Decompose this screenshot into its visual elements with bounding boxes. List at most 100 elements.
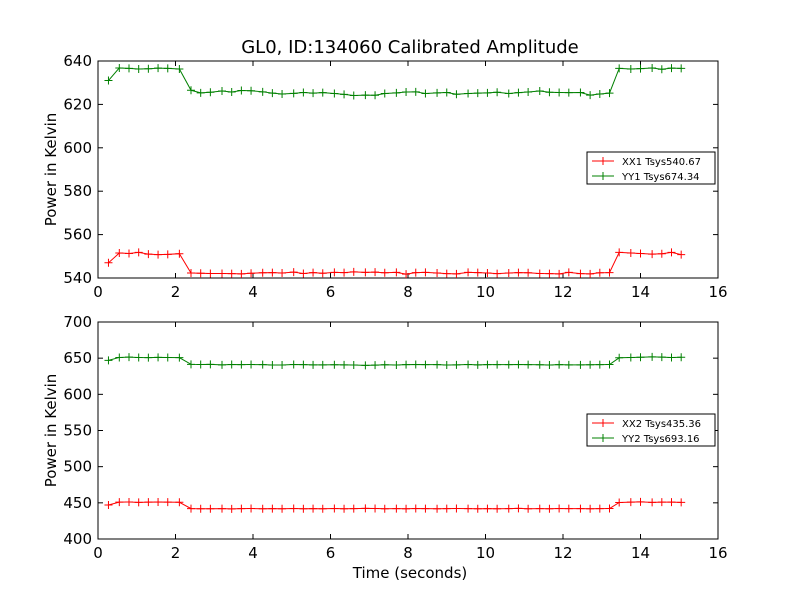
data-point — [605, 360, 614, 369]
data-point — [330, 360, 339, 369]
data-point — [187, 504, 195, 513]
data-point — [104, 501, 113, 510]
data-point — [493, 504, 502, 513]
data-point — [125, 353, 133, 362]
data-point — [595, 504, 604, 513]
y-tick-label: 600 — [63, 385, 92, 403]
data-point — [392, 360, 401, 369]
x-tick-label: 12 — [553, 544, 572, 562]
data-point — [309, 504, 318, 513]
data-point — [648, 352, 657, 361]
data-point — [504, 89, 513, 98]
data-point — [361, 91, 370, 100]
data-point — [667, 353, 676, 362]
data-point — [411, 87, 420, 96]
data-point — [340, 504, 349, 513]
y-tick-label: 500 — [63, 458, 92, 476]
data-point — [134, 248, 143, 257]
data-point — [371, 361, 380, 370]
y-tick-label: 620 — [63, 95, 92, 113]
data-point — [115, 63, 124, 72]
legend-box — [586, 151, 716, 185]
data-point — [392, 504, 401, 513]
data-point — [154, 498, 163, 507]
x-tick-label: 12 — [553, 283, 572, 301]
y-axis-label: Power in Kelvin — [42, 113, 60, 227]
x-tick-label: 10 — [476, 283, 495, 301]
data-point — [278, 504, 287, 513]
data-point — [626, 353, 635, 362]
data-point — [371, 504, 380, 513]
data-point — [493, 360, 502, 369]
data-point — [535, 360, 544, 369]
data-point — [442, 361, 451, 370]
data-point — [163, 353, 172, 362]
y-tick-label: 560 — [63, 226, 92, 244]
data-point — [125, 64, 133, 73]
x-tick-label: 14 — [631, 544, 650, 562]
data-point — [278, 269, 287, 278]
data-point — [483, 504, 492, 513]
data-point — [555, 504, 564, 513]
data-point — [442, 269, 451, 278]
data-point — [206, 504, 215, 513]
data-point — [340, 360, 349, 369]
data-point — [187, 86, 195, 95]
data-point — [605, 504, 614, 513]
x-tick-label: 8 — [403, 544, 413, 562]
data-point — [411, 504, 420, 513]
data-point — [361, 504, 370, 513]
data-point — [371, 268, 380, 277]
data-point — [636, 64, 645, 73]
y-tick-label: 700 — [63, 313, 92, 331]
data-point — [677, 250, 686, 259]
data-point — [657, 65, 666, 74]
data-point — [318, 269, 327, 278]
data-point — [564, 268, 573, 277]
data-point — [154, 353, 163, 362]
data-point — [504, 360, 513, 369]
data-point — [258, 360, 267, 369]
data-point — [187, 269, 195, 278]
bottom-plot-panel: 0 2 4 6 8 10 12 14 16 400 450 500 550 600 650 700 Power … — [42, 313, 728, 562]
x-tick-label: 6 — [326, 544, 336, 562]
y-tick-label: 450 — [63, 494, 92, 512]
data-point — [535, 269, 544, 278]
y-axis-label: Power in Kelvin — [42, 374, 60, 488]
data-point — [555, 269, 564, 278]
legend-box — [586, 413, 716, 447]
data-point — [330, 89, 339, 98]
data-point — [154, 250, 163, 259]
data-point — [104, 76, 113, 85]
data-point — [144, 498, 153, 507]
data-point — [206, 360, 215, 369]
data-point — [237, 86, 246, 95]
legend-label: YY2 Tsys693.16 — [621, 434, 700, 445]
data-point — [677, 64, 686, 73]
data-point — [258, 504, 267, 513]
data-point — [125, 249, 133, 258]
data-point — [636, 249, 645, 258]
data-point — [268, 504, 277, 513]
data-point — [555, 360, 564, 369]
data-point — [104, 258, 113, 267]
data-point — [163, 250, 172, 259]
data-point — [535, 504, 544, 513]
data-point — [421, 268, 430, 277]
data-point — [237, 504, 246, 513]
data-point — [144, 353, 153, 362]
data-point — [349, 267, 358, 276]
data-point — [524, 360, 533, 369]
data-point — [268, 89, 277, 98]
data-point — [247, 504, 256, 513]
data-point — [576, 504, 585, 513]
data-point — [535, 86, 544, 95]
data-point — [144, 64, 153, 73]
data-point — [473, 89, 482, 98]
data-point — [289, 89, 298, 98]
data-point — [175, 353, 184, 362]
data-point — [605, 268, 614, 277]
data-point — [318, 360, 327, 369]
data-point — [218, 504, 226, 513]
data-point — [524, 504, 533, 513]
